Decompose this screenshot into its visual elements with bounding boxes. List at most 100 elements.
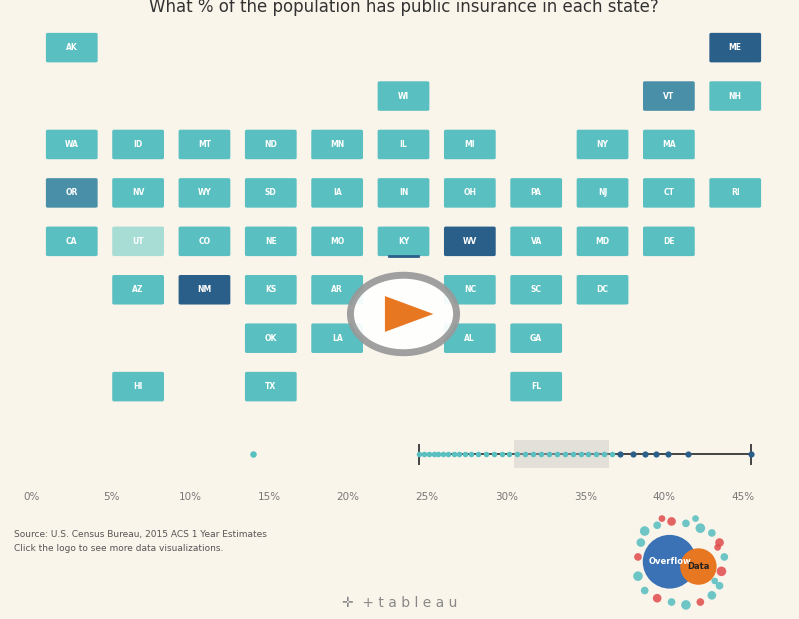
Point (551, 449, 563, 459)
Text: Source: U.S. Census Bureau, 2015 ACS 1 Year Estimates
Click the logo to see more: Source: U.S. Census Bureau, 2015 ACS 1 Y… (14, 530, 267, 553)
FancyBboxPatch shape (444, 323, 495, 353)
Text: IL: IL (400, 140, 407, 149)
Text: MA: MA (662, 140, 676, 149)
FancyBboxPatch shape (312, 178, 363, 208)
FancyBboxPatch shape (46, 130, 97, 159)
Point (543, 449, 555, 459)
FancyBboxPatch shape (112, 130, 164, 159)
Text: OR: OR (66, 188, 78, 197)
Point (471, 449, 484, 459)
FancyBboxPatch shape (112, 275, 164, 305)
Text: MI: MI (464, 140, 475, 149)
FancyBboxPatch shape (577, 178, 628, 208)
FancyBboxPatch shape (444, 130, 495, 159)
Text: VT: VT (663, 92, 674, 100)
Point (423, 449, 435, 459)
Circle shape (351, 275, 456, 353)
FancyBboxPatch shape (577, 227, 628, 256)
Text: CA: CA (66, 237, 78, 246)
Text: SD: SD (265, 188, 276, 197)
Circle shape (668, 598, 675, 606)
Text: NY: NY (597, 140, 609, 149)
FancyBboxPatch shape (643, 81, 695, 111)
Circle shape (682, 519, 690, 527)
FancyBboxPatch shape (46, 227, 97, 256)
Circle shape (634, 553, 642, 561)
Text: 10%: 10% (178, 492, 201, 502)
FancyBboxPatch shape (511, 275, 562, 305)
Point (535, 449, 547, 459)
Text: OH: OH (463, 188, 476, 197)
Point (479, 449, 492, 459)
Circle shape (717, 566, 726, 576)
Text: KY: KY (398, 237, 409, 246)
FancyBboxPatch shape (112, 227, 164, 256)
FancyBboxPatch shape (511, 323, 562, 353)
Circle shape (721, 553, 728, 561)
Point (452, 449, 465, 459)
FancyBboxPatch shape (710, 33, 761, 63)
Text: LA: LA (332, 334, 343, 343)
Point (661, 449, 674, 459)
Text: DC: DC (597, 285, 609, 294)
Text: 20%: 20% (336, 492, 360, 502)
Text: MO: MO (330, 237, 344, 246)
Point (574, 449, 587, 459)
Circle shape (714, 544, 721, 551)
FancyBboxPatch shape (444, 178, 495, 208)
FancyBboxPatch shape (179, 178, 230, 208)
Text: DE: DE (663, 237, 674, 246)
Circle shape (708, 529, 716, 537)
Point (598, 449, 610, 459)
FancyBboxPatch shape (577, 275, 628, 305)
Circle shape (640, 526, 650, 536)
Point (432, 449, 445, 459)
Circle shape (680, 548, 717, 585)
Text: OK: OK (264, 334, 277, 343)
Text: 0%: 0% (24, 492, 40, 502)
Text: WV: WV (463, 237, 477, 246)
Text: CT: CT (663, 188, 674, 197)
FancyBboxPatch shape (245, 275, 296, 305)
FancyBboxPatch shape (46, 178, 97, 208)
FancyBboxPatch shape (643, 227, 695, 256)
Point (582, 449, 595, 459)
Point (511, 449, 523, 459)
FancyBboxPatch shape (179, 275, 230, 305)
FancyBboxPatch shape (444, 275, 495, 305)
Point (519, 449, 531, 459)
Circle shape (658, 515, 666, 522)
FancyBboxPatch shape (710, 178, 761, 208)
Point (459, 449, 471, 459)
Text: AR: AR (332, 285, 343, 294)
Text: AL: AL (464, 334, 475, 343)
Text: IA: IA (332, 188, 341, 197)
FancyBboxPatch shape (643, 178, 695, 208)
Text: MN: MN (330, 140, 344, 149)
Text: 40%: 40% (653, 492, 676, 502)
Text: NJ: NJ (598, 188, 607, 197)
Text: VA: VA (531, 237, 542, 246)
Text: MT: MT (198, 140, 211, 149)
Point (413, 449, 426, 459)
Circle shape (654, 521, 661, 529)
Text: 35%: 35% (574, 492, 597, 502)
FancyBboxPatch shape (179, 227, 230, 256)
Text: RI: RI (731, 188, 740, 197)
Text: WI: WI (398, 92, 409, 100)
FancyBboxPatch shape (245, 323, 296, 353)
Circle shape (696, 523, 706, 533)
Circle shape (697, 598, 704, 606)
Point (626, 449, 639, 459)
Text: UT: UT (133, 237, 144, 246)
Circle shape (667, 517, 676, 526)
FancyBboxPatch shape (511, 178, 562, 208)
Point (566, 449, 579, 459)
Text: WA: WA (65, 140, 79, 149)
Point (682, 449, 694, 459)
Point (503, 449, 516, 459)
Text: PA: PA (531, 188, 542, 197)
FancyBboxPatch shape (378, 130, 429, 159)
Circle shape (711, 578, 718, 584)
Point (590, 449, 602, 459)
